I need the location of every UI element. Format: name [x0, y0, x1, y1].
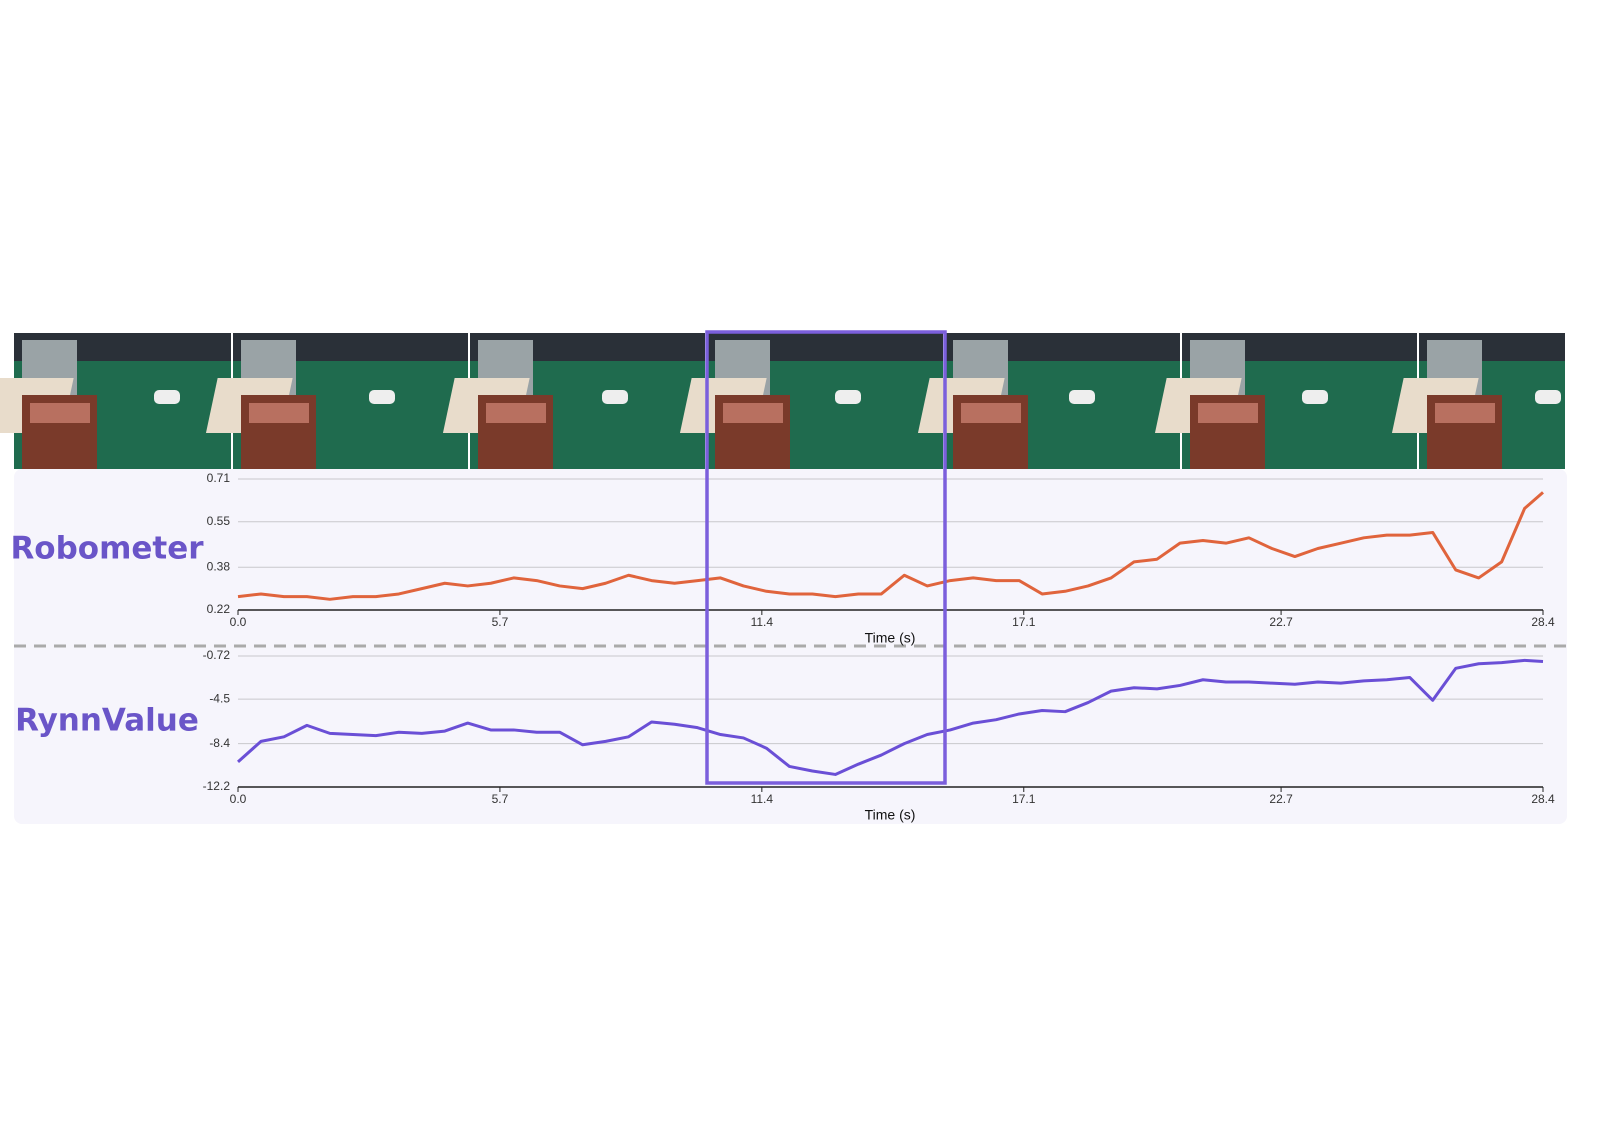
- y-tick-label: 0.38: [207, 559, 231, 573]
- frame-shelf-inner: [961, 403, 1021, 423]
- frame-shelf-inner: [1198, 403, 1258, 423]
- frame-shelf-inner: [30, 403, 90, 423]
- data-line: [237, 658, 1544, 776]
- highlight-box: [705, 330, 947, 785]
- y-tick-label: 0.71: [207, 471, 231, 485]
- x-axis-label: Time (s): [865, 630, 916, 646]
- y-tick-label: 0.55: [207, 514, 231, 528]
- x-tick-label: 28.4: [1531, 615, 1555, 629]
- frame-object: [154, 390, 180, 404]
- x-tick-label: 22.7: [1269, 792, 1293, 806]
- y-tick-label: -12.2: [203, 779, 231, 793]
- frame-object: [1069, 390, 1095, 404]
- x-tick-label: 17.1: [1012, 792, 1036, 806]
- frame-shelf-inner: [1435, 403, 1495, 423]
- video-frames: [0, 333, 1565, 469]
- data-line: [237, 491, 1544, 601]
- y-tick-label: -4.5: [209, 691, 230, 705]
- x-tick-label: 28.4: [1531, 792, 1555, 806]
- frame-object: [602, 390, 628, 404]
- frame-object: [835, 390, 861, 404]
- x-axis-label: Time (s): [865, 807, 916, 823]
- chart-panel: [14, 469, 1567, 824]
- y-tick-label: 0.22: [207, 602, 231, 616]
- frame-shelf-inner: [486, 403, 546, 423]
- frame-object: [1535, 390, 1561, 404]
- x-tick-label: 0.0: [230, 792, 247, 806]
- x-tick-label: 11.4: [751, 615, 774, 629]
- x-tick-label: 17.1: [1012, 615, 1036, 629]
- y-tick-label: -0.72: [203, 648, 231, 662]
- frame-object: [369, 390, 395, 404]
- x-tick-label: 5.7: [492, 615, 509, 629]
- chart-title: RynnValue: [15, 703, 199, 739]
- x-tick-label: 5.7: [492, 792, 509, 806]
- y-tick-label: -8.4: [209, 736, 230, 750]
- x-tick-label: 11.4: [751, 792, 774, 806]
- x-tick-label: 22.7: [1269, 615, 1293, 629]
- chart-title: Robometer: [10, 531, 204, 567]
- frame-shelf-inner: [249, 403, 309, 423]
- x-tick-label: 0.0: [230, 615, 247, 629]
- frame-object: [1302, 390, 1328, 404]
- frame-shelf-inner: [723, 403, 783, 423]
